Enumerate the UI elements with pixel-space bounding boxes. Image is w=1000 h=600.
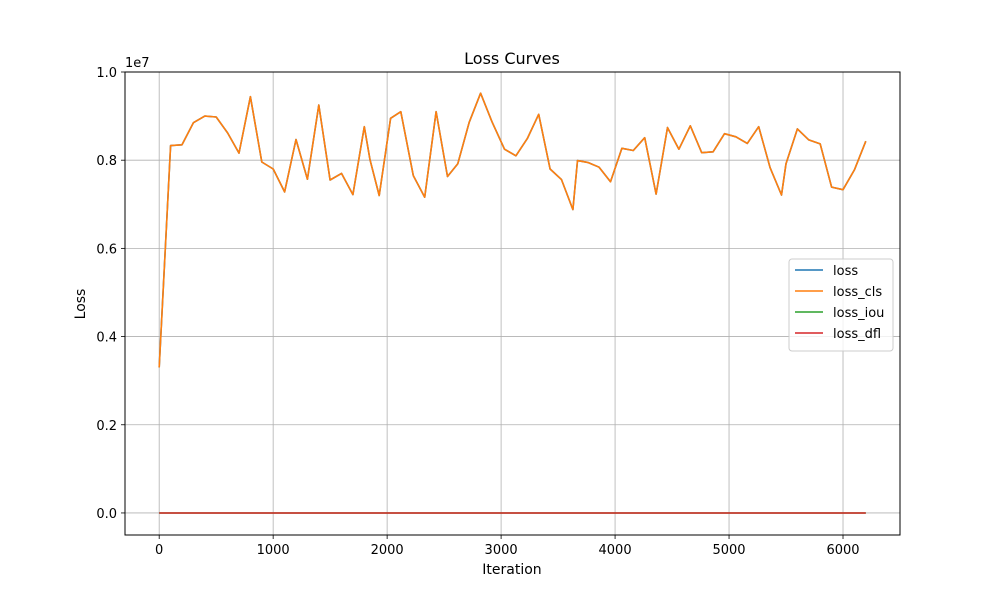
legend: loss loss_cls loss_iou loss_dfl bbox=[788, 258, 894, 352]
legend-label: loss bbox=[833, 264, 858, 279]
y-tick-label: 0.6 bbox=[96, 242, 117, 257]
legend-label: loss_iou bbox=[833, 306, 884, 321]
x-axis-ticks: 0 1000 2000 3000 4000 5000 6000 bbox=[155, 535, 860, 558]
legend-box bbox=[788, 258, 894, 352]
x-tick-label: 3000 bbox=[485, 543, 518, 558]
x-tick-label: 4000 bbox=[599, 543, 632, 558]
series-line-loss-cls bbox=[158, 92, 867, 368]
y-tick-label: 0.2 bbox=[96, 419, 117, 434]
y-tick-label: 0.8 bbox=[96, 154, 117, 169]
y-axis-ticks: 0.0 0.2 0.4 0.6 0.8 1.0 bbox=[96, 66, 125, 522]
y-tick-label: 0.0 bbox=[96, 507, 117, 522]
x-tick-label: 6000 bbox=[826, 543, 859, 558]
plot-frame bbox=[124, 71, 901, 536]
y-tick-label: 0.4 bbox=[96, 331, 117, 346]
legend-label: loss_dfl bbox=[833, 327, 881, 342]
chart-title: Loss Curves bbox=[464, 49, 560, 68]
y-axis-scale-offset: 1e7 bbox=[125, 56, 150, 71]
series-lines bbox=[158, 92, 867, 514]
y-axis-label: Loss bbox=[73, 289, 89, 320]
x-tick-label: 1000 bbox=[257, 543, 290, 558]
legend-label: loss_cls bbox=[833, 285, 882, 300]
x-tick-label: 2000 bbox=[371, 543, 404, 558]
x-axis-label: Iteration bbox=[482, 562, 541, 578]
x-tick-label: 5000 bbox=[712, 543, 745, 558]
y-tick-label: 1.0 bbox=[96, 66, 117, 81]
x-tick-label: 0 bbox=[155, 543, 163, 558]
